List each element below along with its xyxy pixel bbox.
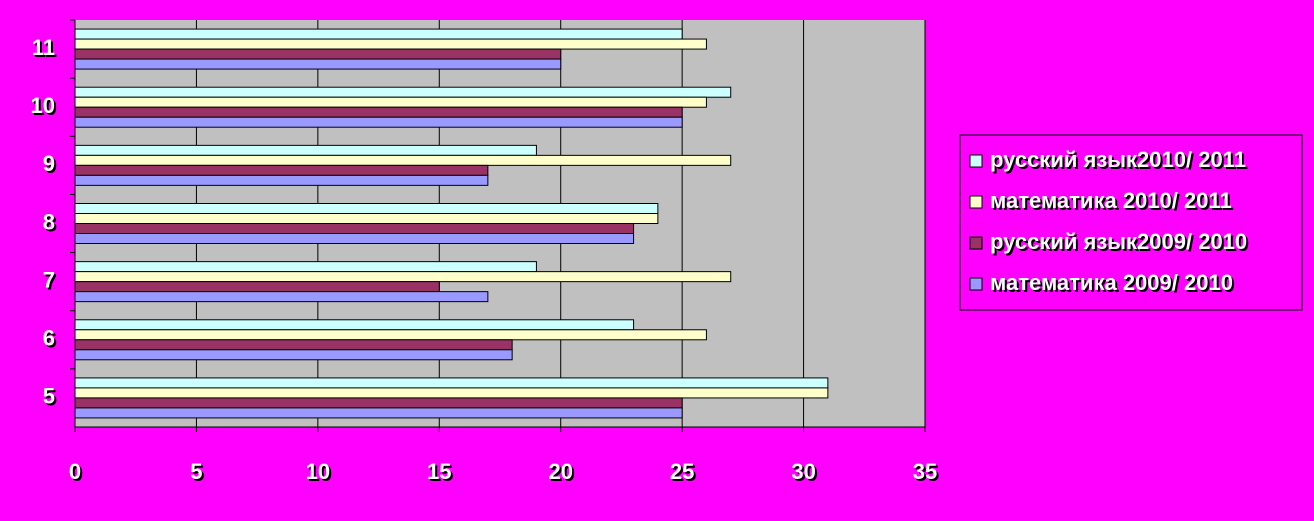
bar: [74, 28, 683, 40]
bar: [74, 377, 829, 389]
x-tick-label: 35: [913, 459, 937, 484]
bar: [74, 339, 513, 351]
bar: [74, 96, 707, 108]
y-tick-label: 10: [31, 93, 55, 118]
bar: [74, 116, 683, 128]
bar: [74, 106, 683, 118]
bar: [74, 144, 537, 156]
bar: [74, 203, 659, 214]
y-tick-label: 9: [43, 151, 55, 176]
legend-label: русский язык2009/ 2010: [990, 229, 1247, 254]
legend-swatch: [969, 277, 983, 291]
legend: [959, 134, 1303, 311]
bar: [74, 174, 489, 186]
y-tick-label: 7: [43, 267, 55, 292]
bar: [74, 329, 707, 341]
bar: [74, 397, 683, 409]
x-tick-label: 15: [427, 459, 451, 484]
bar: [74, 387, 829, 399]
legend-swatch: [969, 154, 983, 168]
bar: [74, 223, 635, 234]
legend-label: математика 2010/ 2011: [990, 188, 1232, 213]
bar: [74, 349, 513, 361]
x-tick-label: 30: [791, 459, 815, 484]
bar: [74, 281, 440, 293]
x-tick-label: 5: [190, 459, 202, 484]
bar: [74, 213, 659, 224]
legend-swatch: [969, 195, 983, 209]
bar: [74, 48, 562, 60]
bar: [74, 154, 732, 166]
y-tick-label: 6: [43, 326, 55, 351]
bar: [74, 291, 489, 303]
x-tick-label: 10: [306, 459, 330, 484]
bar: [74, 86, 732, 98]
y-tick-label: 11: [32, 35, 55, 60]
x-tick-label: 25: [670, 459, 694, 484]
bar: [74, 58, 562, 70]
bar: [74, 271, 732, 283]
y-tick-label: 5: [43, 384, 55, 409]
bar: [74, 407, 683, 419]
bar: [74, 233, 635, 244]
y-tick-label: 8: [43, 209, 55, 234]
x-tick-label: 20: [548, 459, 572, 484]
bar: [74, 261, 537, 273]
legend-label: математика 2009/ 2010: [990, 270, 1233, 295]
bar: [74, 319, 635, 331]
bar: [74, 164, 489, 176]
legend-swatch: [969, 236, 983, 250]
bar: [74, 38, 707, 50]
legend-label: русский язык2010/ 2011: [990, 147, 1246, 172]
x-tick-label: 0: [69, 459, 81, 484]
